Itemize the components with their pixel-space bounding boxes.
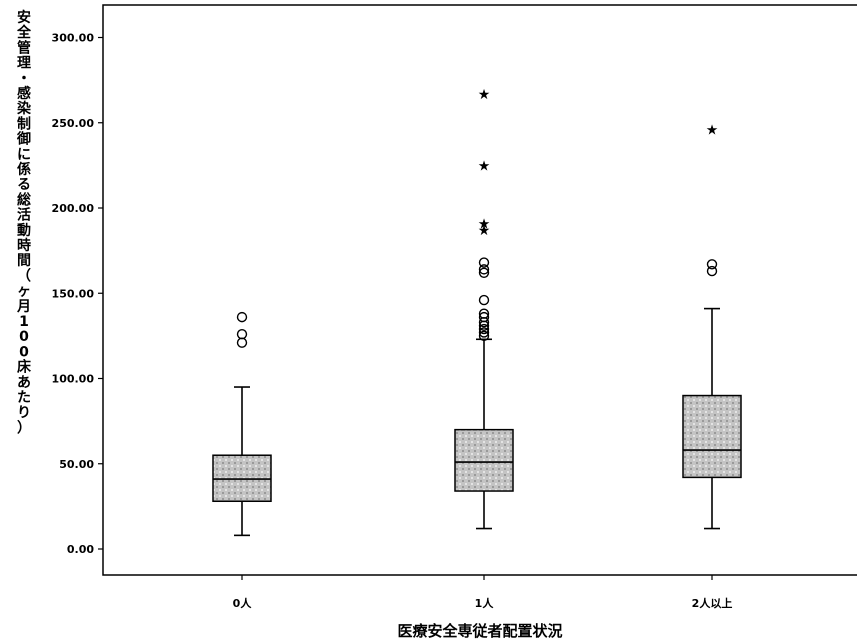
x-tick-label: 0人	[233, 596, 253, 610]
y-axis-title-char: 御	[16, 131, 31, 148]
box-group: ★	[682, 123, 742, 530]
extreme-point: ★	[706, 123, 719, 139]
y-axis-title-char: 月	[16, 299, 31, 315]
y-axis-title-char: 総	[17, 191, 31, 208]
y-axis-title-char: 係	[17, 161, 31, 178]
y-axis-title-char: 0	[19, 329, 29, 345]
x-tick-label: 1人	[475, 596, 495, 610]
y-axis-title-char: ・	[17, 71, 31, 87]
outlier-point	[236, 311, 248, 323]
y-axis-title-char: （	[17, 268, 31, 284]
extreme-point: ★	[478, 158, 491, 174]
y-axis-title-char: 0	[19, 344, 29, 360]
x-axis-title: 医療安全専従者配置状況	[397, 622, 562, 640]
x-axis: 0人 1人 2人以上	[233, 575, 733, 610]
outlier-point	[478, 330, 490, 342]
y-axis-title-char: る	[17, 177, 31, 193]
y-axis-title-char: 理	[17, 56, 31, 72]
y-tick-label: 50.00	[59, 458, 94, 471]
y-axis-title-char: 染	[17, 100, 32, 117]
y-axis-title-char: ヶ	[17, 284, 31, 300]
y-tick-label: 100.00	[52, 373, 95, 386]
y-axis-title-char: ）	[17, 420, 31, 436]
y-axis-title-char: 制	[17, 115, 31, 132]
outlier-point	[478, 323, 490, 335]
outlier-point	[478, 257, 490, 268]
box-iqr	[212, 454, 272, 503]
y-axis-title-char: 活	[17, 207, 31, 224]
extreme-point: ★	[478, 216, 491, 232]
y-axis-title-char: た	[17, 390, 31, 406]
outlier-point	[478, 267, 490, 278]
outlier-point	[478, 308, 490, 319]
y-axis-title-char: 管	[17, 39, 31, 56]
y-tick-label: 250.00	[52, 117, 95, 130]
y-axis-title-char: あ	[17, 375, 31, 391]
y-axis-title-char: 安	[17, 9, 31, 26]
y-axis-title-char: 間	[17, 253, 31, 269]
box-group	[212, 311, 272, 537]
outlier-point	[478, 311, 490, 323]
box-group: ★★★★	[454, 87, 514, 530]
x-tick-label: 2人以上	[692, 596, 733, 610]
y-axis: 0.00 50.00 100.00 150.00 200.00 250.00 300.00	[52, 32, 103, 556]
outlier-point	[706, 259, 718, 270]
y-axis-title-char: に	[17, 147, 31, 163]
y-axis-title-char: 動	[17, 222, 31, 239]
outlier-point	[478, 294, 490, 306]
box-iqr	[682, 394, 742, 479]
y-tick-label: 300.00	[52, 32, 95, 45]
extreme-point: ★	[478, 87, 491, 103]
outlier-point	[478, 327, 490, 338]
plot-frame	[102, 4, 857, 576]
y-axis-title-char: 床	[17, 359, 32, 376]
box-iqr	[454, 428, 514, 492]
plot-area: ★★★★★	[102, 4, 857, 576]
outlier-point	[478, 264, 490, 275]
y-axis-title-char: 全	[16, 24, 32, 41]
extreme-point: ★	[478, 223, 491, 239]
y-tick-label: 0.00	[67, 543, 94, 556]
y-tick-label: 200.00	[52, 202, 95, 215]
outlier-point	[706, 265, 718, 277]
y-axis-title-char: 感	[17, 85, 31, 102]
outlier-point	[236, 328, 248, 340]
y-axis-title-char: 時	[17, 237, 31, 254]
y-tick-label: 150.00	[52, 287, 95, 300]
y-axis-title-char: り	[17, 405, 31, 421]
y-axis-title-char: 1	[19, 314, 29, 330]
